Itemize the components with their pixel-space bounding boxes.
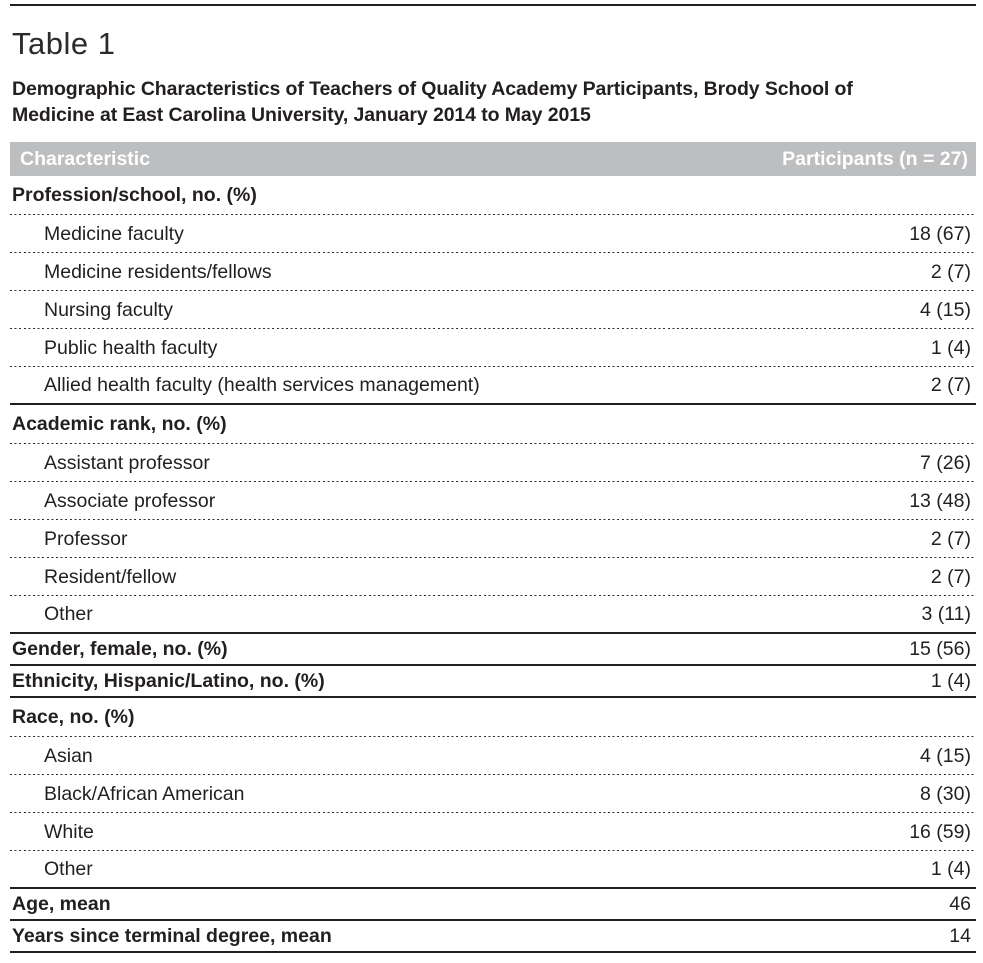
table-row: Black/African American 8 (30) bbox=[10, 775, 976, 814]
table-row: Age, mean 46 bbox=[10, 889, 976, 921]
top-rule bbox=[10, 4, 976, 6]
row-label: Assistant professor bbox=[44, 451, 210, 474]
row-value: 2 (7) bbox=[930, 373, 971, 396]
table-row: Other 3 (11) bbox=[10, 596, 976, 634]
table-row: Other 1 (4) bbox=[10, 851, 976, 889]
row-value: 2 (7) bbox=[930, 565, 971, 588]
row-label: Public health faculty bbox=[44, 336, 218, 359]
table-row: Resident/fellow 2 (7) bbox=[10, 558, 976, 597]
row-value: 1 (4) bbox=[930, 669, 971, 692]
row-value: 4 (15) bbox=[920, 298, 971, 321]
row-label: Allied health faculty (health services m… bbox=[44, 373, 480, 396]
table-row: Medicine faculty 18 (67) bbox=[10, 215, 976, 254]
row-label: White bbox=[44, 820, 94, 843]
row-value: 46 bbox=[949, 892, 971, 915]
table-row: Assistant professor 7 (26) bbox=[10, 444, 976, 483]
row-value: 15 (56) bbox=[909, 637, 971, 660]
table-row: Nursing faculty 4 (15) bbox=[10, 291, 976, 330]
row-value: 18 (67) bbox=[909, 222, 971, 245]
row-value: 1 (4) bbox=[930, 857, 971, 880]
table-row: Professor 2 (7) bbox=[10, 520, 976, 559]
row-label: Gender, female, no. (%) bbox=[12, 637, 228, 660]
row-label: Medicine faculty bbox=[44, 222, 184, 245]
table-header-row: Characteristic Participants (n = 27) bbox=[10, 142, 976, 176]
row-label: Age, mean bbox=[12, 892, 111, 915]
row-label: Other bbox=[44, 602, 93, 625]
table-row: Gender, female, no. (%) 15 (56) bbox=[10, 634, 976, 666]
table-row: Race, no. (%) bbox=[10, 698, 976, 738]
row-label: Nursing faculty bbox=[44, 298, 173, 321]
table-row: Ethnicity, Hispanic/Latino, no. (%) 1 (4… bbox=[10, 666, 976, 698]
row-value: 1 (4) bbox=[930, 336, 971, 359]
row-value: 7 (26) bbox=[920, 451, 971, 474]
row-value: 16 (59) bbox=[909, 820, 971, 843]
table-row: Medicine residents/fellows 2 (7) bbox=[10, 253, 976, 292]
row-label: Resident/fellow bbox=[44, 565, 177, 588]
table-row: White 16 (59) bbox=[10, 813, 976, 852]
row-label: Other bbox=[44, 857, 93, 880]
table-title: Demographic Characteristics of Teachers … bbox=[12, 78, 853, 126]
header-characteristic: Characteristic bbox=[20, 147, 151, 170]
row-value: 2 (7) bbox=[930, 527, 971, 550]
row-value: 3 (11) bbox=[921, 602, 972, 625]
table-row: Profession/school, no. (%) bbox=[10, 176, 976, 216]
table-label: Table 1 bbox=[12, 26, 116, 61]
row-label: Medicine residents/fellows bbox=[44, 260, 272, 283]
row-label: Academic rank, no. (%) bbox=[12, 413, 227, 435]
row-value: 8 (30) bbox=[920, 782, 971, 805]
table-row: Associate professor 13 (48) bbox=[10, 482, 976, 521]
table-row: Asian 4 (15) bbox=[10, 737, 976, 776]
table-body: Profession/school, no. (%) Medicine facu… bbox=[10, 176, 976, 953]
row-label: Black/African American bbox=[44, 782, 245, 805]
row-value: 13 (48) bbox=[909, 489, 971, 512]
row-label: Associate professor bbox=[44, 489, 216, 512]
table-row: Public health faculty 1 (4) bbox=[10, 329, 976, 368]
row-label: Race, no. (%) bbox=[12, 706, 135, 728]
row-label: Profession/school, no. (%) bbox=[12, 184, 257, 206]
row-value: 14 bbox=[949, 924, 971, 947]
header-participants: Participants (n = 27) bbox=[782, 147, 968, 170]
row-label: Ethnicity, Hispanic/Latino, no. (%) bbox=[12, 669, 325, 692]
table-row: Years since terminal degree, mean 14 bbox=[10, 921, 976, 953]
row-label: Professor bbox=[44, 527, 128, 550]
table-row: Academic rank, no. (%) bbox=[10, 405, 976, 445]
row-label: Years since terminal degree, mean bbox=[12, 924, 332, 947]
row-label: Asian bbox=[44, 744, 93, 767]
row-value: 2 (7) bbox=[930, 260, 971, 283]
row-value: 4 (15) bbox=[920, 744, 971, 767]
table-row: Allied health faculty (health services m… bbox=[10, 367, 976, 405]
